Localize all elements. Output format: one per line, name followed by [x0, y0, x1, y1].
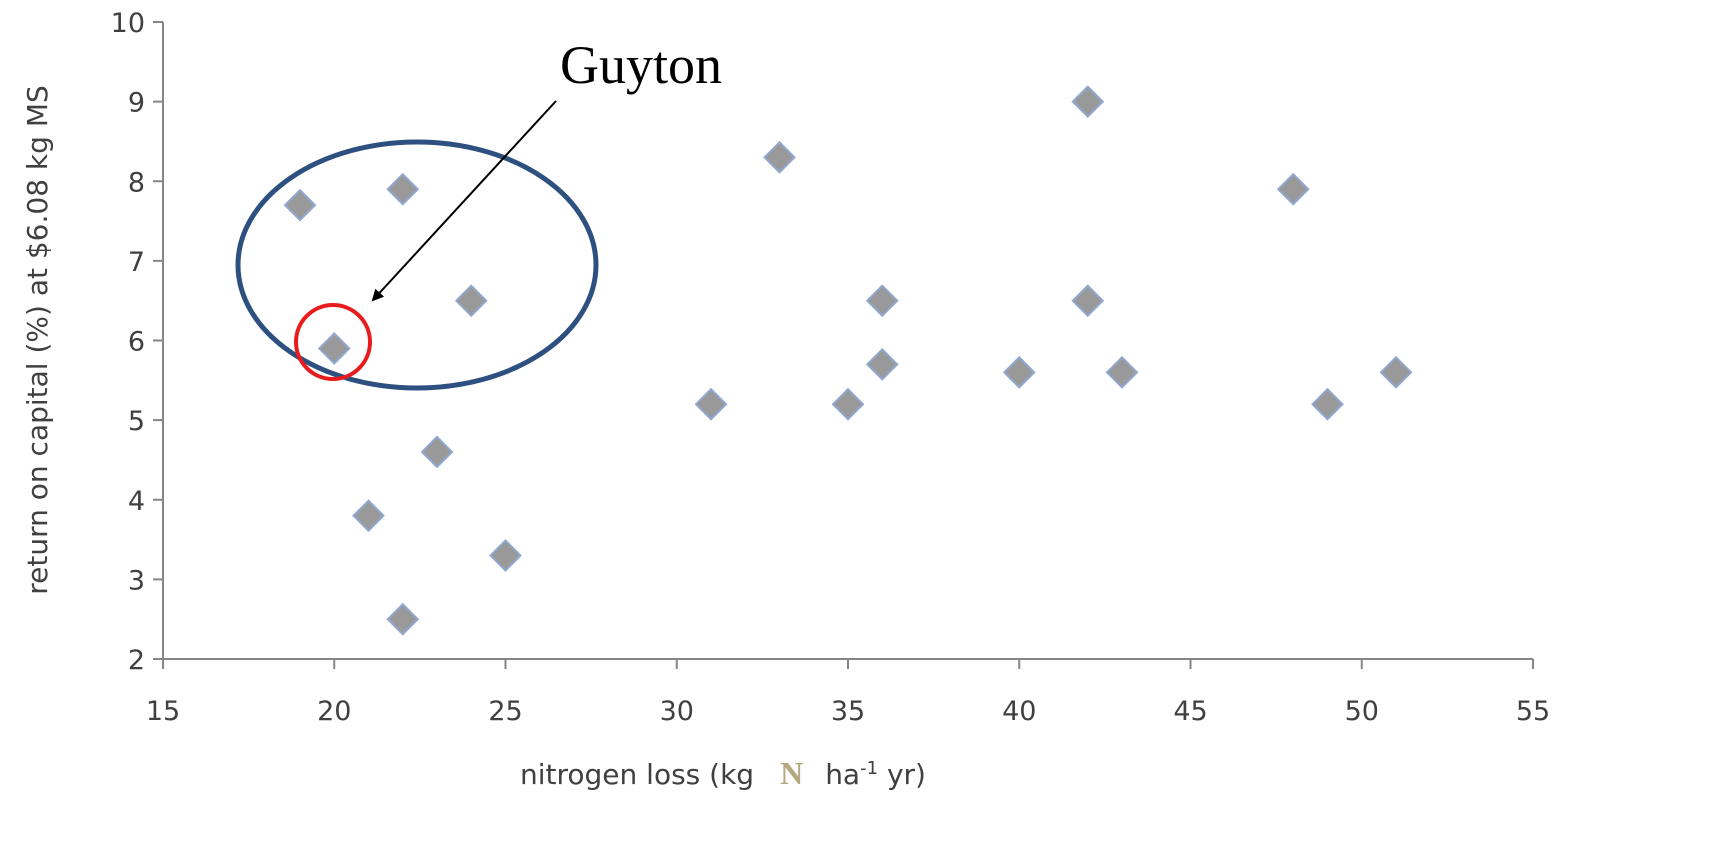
annotation-arrow [371, 100, 557, 302]
data-point-marker [865, 284, 899, 318]
x-tick-label: 35 [831, 696, 865, 727]
data-point-marker [763, 140, 796, 174]
y-tick-label: 4 [128, 486, 145, 517]
x-axis-label-exponent: -1 [860, 758, 878, 779]
x-tick-label: 40 [1002, 696, 1036, 727]
y-tick-label: 2 [128, 645, 145, 676]
data-point-marker [1002, 355, 1036, 389]
annotation-label: Guyton [560, 35, 722, 95]
data-point-marker [420, 435, 454, 469]
data-point-marker [386, 172, 420, 206]
x-tick-label: 50 [1345, 696, 1379, 727]
y-tick-label: 10 [111, 8, 145, 39]
y-tick-label: 3 [128, 565, 145, 596]
x-tick-label: 20 [317, 696, 351, 727]
x-axis-label-text: nitrogen loss (kg [520, 758, 754, 791]
data-point-marker [283, 188, 317, 222]
data-point-marker [1105, 355, 1139, 389]
y-axis-ticks: 2 3 4 5 6 7 8 9 10 [111, 8, 163, 676]
data-point-marker [1276, 172, 1310, 206]
data-point-marker [386, 602, 420, 636]
highlight-circle [294, 303, 372, 381]
x-axis-label-unit: ha [825, 758, 860, 791]
x-tick-label: 30 [660, 696, 694, 727]
data-point-marker [1071, 284, 1105, 318]
x-axis-label-end: yr) [878, 758, 926, 791]
data-point-marker [865, 347, 899, 381]
y-tick-label: 5 [128, 406, 145, 437]
data-point-marker [454, 284, 488, 318]
cluster-ellipse [235, 139, 599, 391]
x-tick-label: 45 [1173, 696, 1207, 727]
x-tick-label: 25 [488, 696, 522, 727]
x-tick-label: 15 [146, 696, 180, 727]
x-tick-label: 55 [1516, 696, 1550, 727]
data-point-marker [1311, 387, 1344, 421]
y-tick-label: 7 [128, 247, 145, 278]
data-point-marker [352, 499, 385, 533]
y-tick-label: 6 [128, 327, 145, 358]
y-tick-label: 9 [128, 88, 145, 119]
y-tick-label: 8 [128, 167, 145, 198]
data-point-marker [317, 332, 351, 365]
data-points [283, 85, 1413, 636]
data-point-marker [1379, 355, 1413, 389]
x-axis-ticks: 15 20 25 30 35 40 45 50 55 [146, 659, 1550, 727]
data-point-marker [831, 387, 865, 421]
data-point-marker [1071, 85, 1105, 119]
data-point-marker [489, 539, 522, 572]
data-point-marker [694, 387, 728, 421]
y-axis-label: return on capital (%) at $6.08 kg MS [21, 85, 54, 594]
nitrogen-symbol: N [780, 755, 803, 791]
